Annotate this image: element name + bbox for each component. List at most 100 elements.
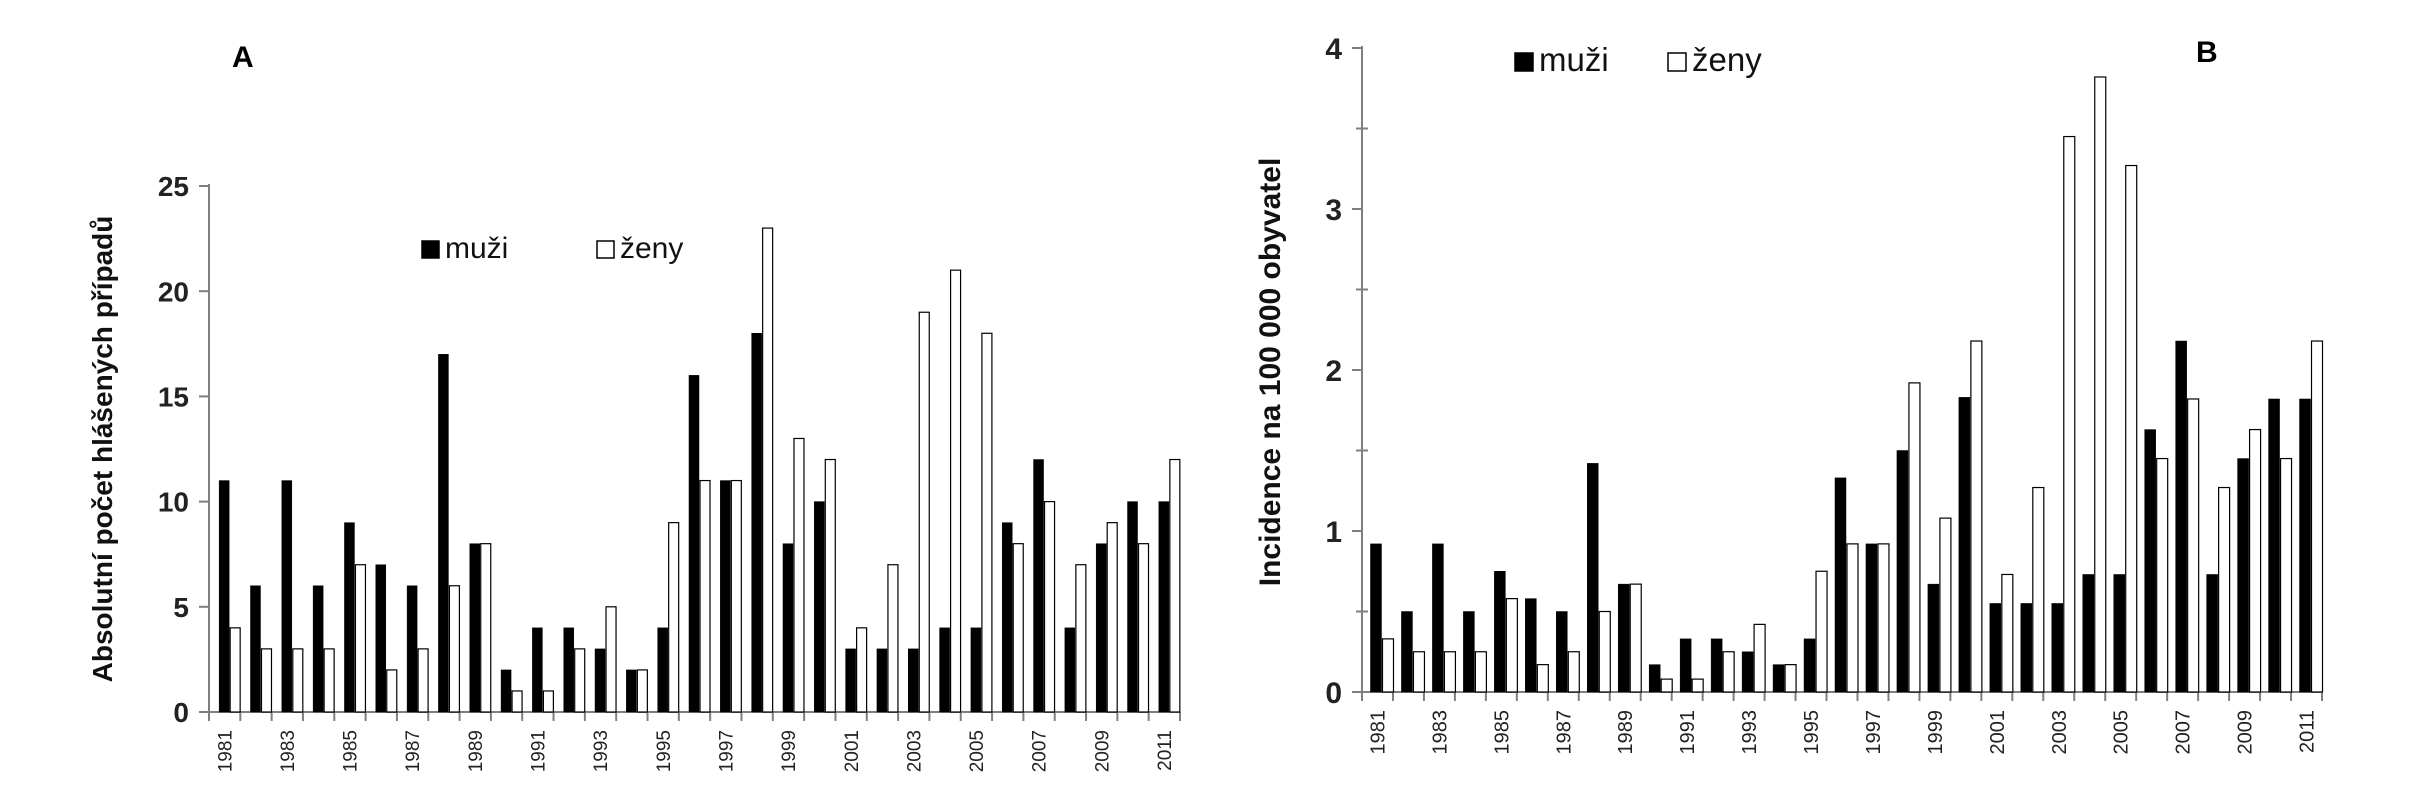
bar-zeny-1987 — [1567, 651, 1580, 693]
panel-label: B — [2196, 36, 2218, 69]
bar-zeny-2002 — [2032, 486, 2045, 693]
bar-muzi-1982 — [250, 585, 261, 713]
bar-muzi-1997 — [1865, 543, 1878, 693]
bar-zeny-2002 — [887, 564, 899, 713]
bar-muzi-1998 — [751, 333, 762, 713]
y-tick-label: 2 — [1325, 355, 1342, 388]
bar-zeny-1986 — [1536, 664, 1549, 693]
bar-muzi-1991 — [1679, 638, 1692, 693]
bar-muzi-1987 — [1556, 611, 1568, 693]
x-tick-label: 2011 — [1155, 730, 1176, 771]
bar-zeny-1985 — [1505, 598, 1518, 693]
chart-panel-a: 0 5 10 15 20 25 1981 1983 1985 1987 1989 1991 1993 19… — [87, 41, 1181, 772]
bar-zeny-1984 — [323, 648, 335, 713]
legend-swatch-muzi — [421, 240, 440, 259]
bar-muzi-1990 — [1648, 664, 1661, 693]
legend-label-muzi: muži — [445, 232, 508, 265]
bar-zeny-1996 — [1846, 543, 1859, 693]
x-tick-label: 1989 — [1615, 710, 1637, 755]
bar-muzi-1983 — [281, 480, 293, 713]
bar-zeny-2005 — [2125, 164, 2138, 693]
bar-muzi-1995 — [657, 627, 668, 713]
x-tick-label: 1993 — [1739, 710, 1761, 755]
bar-muzi-2005 — [2113, 574, 2125, 693]
bar-muzi-1996 — [1834, 477, 1847, 693]
panel-label: A — [232, 41, 254, 74]
bar-muzi-2004 — [2082, 574, 2094, 693]
bar-zeny-1997 — [1877, 543, 1890, 693]
bar-zeny-1983 — [292, 648, 304, 713]
y-axis-label: Incidence na 100 000 obyvatel — [1254, 158, 1287, 587]
bar-zeny-1991 — [542, 690, 554, 713]
x-tick-label: 1987 — [403, 730, 424, 772]
bar-muzi-1985 — [344, 522, 355, 713]
bar-zeny-1994 — [636, 669, 648, 713]
x-tick-label: 1991 — [529, 730, 550, 772]
bar-muzi-1999 — [782, 543, 794, 713]
bar-muzi-1989 — [1617, 583, 1630, 693]
bar-zeny-2011 — [1169, 458, 1181, 713]
bar-muzi-2000 — [1958, 397, 1971, 693]
bar-muzi-2007 — [1033, 459, 1044, 713]
bar-muzi-1995 — [1803, 638, 1816, 693]
y-tick-label: 20 — [158, 276, 189, 307]
x-tick-label: 1997 — [716, 730, 737, 772]
bar-zeny-2006 — [2156, 457, 2169, 693]
x-tick-label: 1987 — [1553, 710, 1575, 755]
bar-zeny-1988 — [1598, 610, 1611, 693]
bar-muzi-2010 — [2268, 398, 2280, 693]
bar-muzi-1990 — [500, 669, 512, 713]
y-axis-label: Absolutní počet hlášených případů — [87, 216, 118, 683]
x-tick-label: 1993 — [591, 730, 612, 772]
bar-zeny-2003 — [918, 311, 930, 713]
x-tick-label: 1981 — [1367, 710, 1389, 755]
bar-zeny-1994 — [1784, 664, 1797, 693]
y-tick-label: 0 — [173, 697, 189, 728]
bar-zeny-1982 — [1412, 651, 1426, 693]
bar-muzi-1989 — [469, 543, 480, 713]
bar-muzi-2008 — [1064, 627, 1076, 713]
bar-muzi-1985 — [1494, 571, 1506, 693]
bar-zeny-2009 — [2248, 428, 2262, 693]
bar-zeny-2003 — [2063, 135, 2076, 693]
bar-muzi-2001 — [845, 648, 856, 713]
bar-muzi-2011 — [1158, 501, 1170, 713]
bar-muzi-1986 — [1525, 598, 1537, 693]
bar-muzi-2001 — [1989, 603, 2002, 693]
x-tick-label: 1991 — [1677, 710, 1699, 755]
bar-zeny-1986 — [386, 669, 398, 713]
bar-zeny-2001 — [2001, 573, 2014, 693]
legend-label-muzi: muži — [1539, 41, 1609, 78]
bar-zeny-1983 — [1443, 651, 1457, 693]
bar-muzi-1984 — [312, 585, 324, 713]
legend-label-zeny: ženy — [1692, 41, 1762, 78]
x-tick-label: 2009 — [2235, 710, 2257, 755]
bar-zeny-1982 — [260, 648, 273, 713]
bar-muzi-1999 — [1927, 583, 1940, 693]
bar-muzi-2006 — [1001, 522, 1013, 713]
bar-muzi-2010 — [1127, 501, 1138, 713]
bar-muzi-2003 — [2051, 603, 2064, 693]
bar-muzi-2004 — [939, 627, 950, 713]
bar-zeny-2006 — [1012, 543, 1024, 713]
x-tick-label: 2007 — [2173, 710, 2195, 755]
x-tick-label: 1981 — [215, 730, 236, 772]
x-tick-label: 1997 — [1863, 710, 1885, 755]
bar-muzi-1984 — [1463, 611, 1475, 693]
y-tick-label: 1 — [1325, 516, 1342, 549]
bar-zeny-1993 — [1753, 623, 1766, 693]
bar-zeny-2010 — [2279, 457, 2293, 693]
x-tick-label: 2003 — [904, 730, 925, 772]
bar-zeny-1999 — [1939, 517, 1952, 693]
x-tick-label: 1999 — [1925, 710, 1947, 755]
x-tick-label: 2009 — [1092, 730, 1113, 772]
bar-muzi-1996 — [688, 375, 700, 713]
x-tick-label: 2011 — [2297, 710, 2319, 753]
bar-zeny-2007 — [2187, 398, 2200, 693]
bar-muzi-1991 — [532, 627, 543, 713]
y-tick-label: 3 — [1325, 194, 1342, 227]
bar-muzi-1988 — [1587, 463, 1599, 693]
bar-muzi-1998 — [1896, 450, 1909, 693]
bar-muzi-1993 — [594, 648, 606, 713]
